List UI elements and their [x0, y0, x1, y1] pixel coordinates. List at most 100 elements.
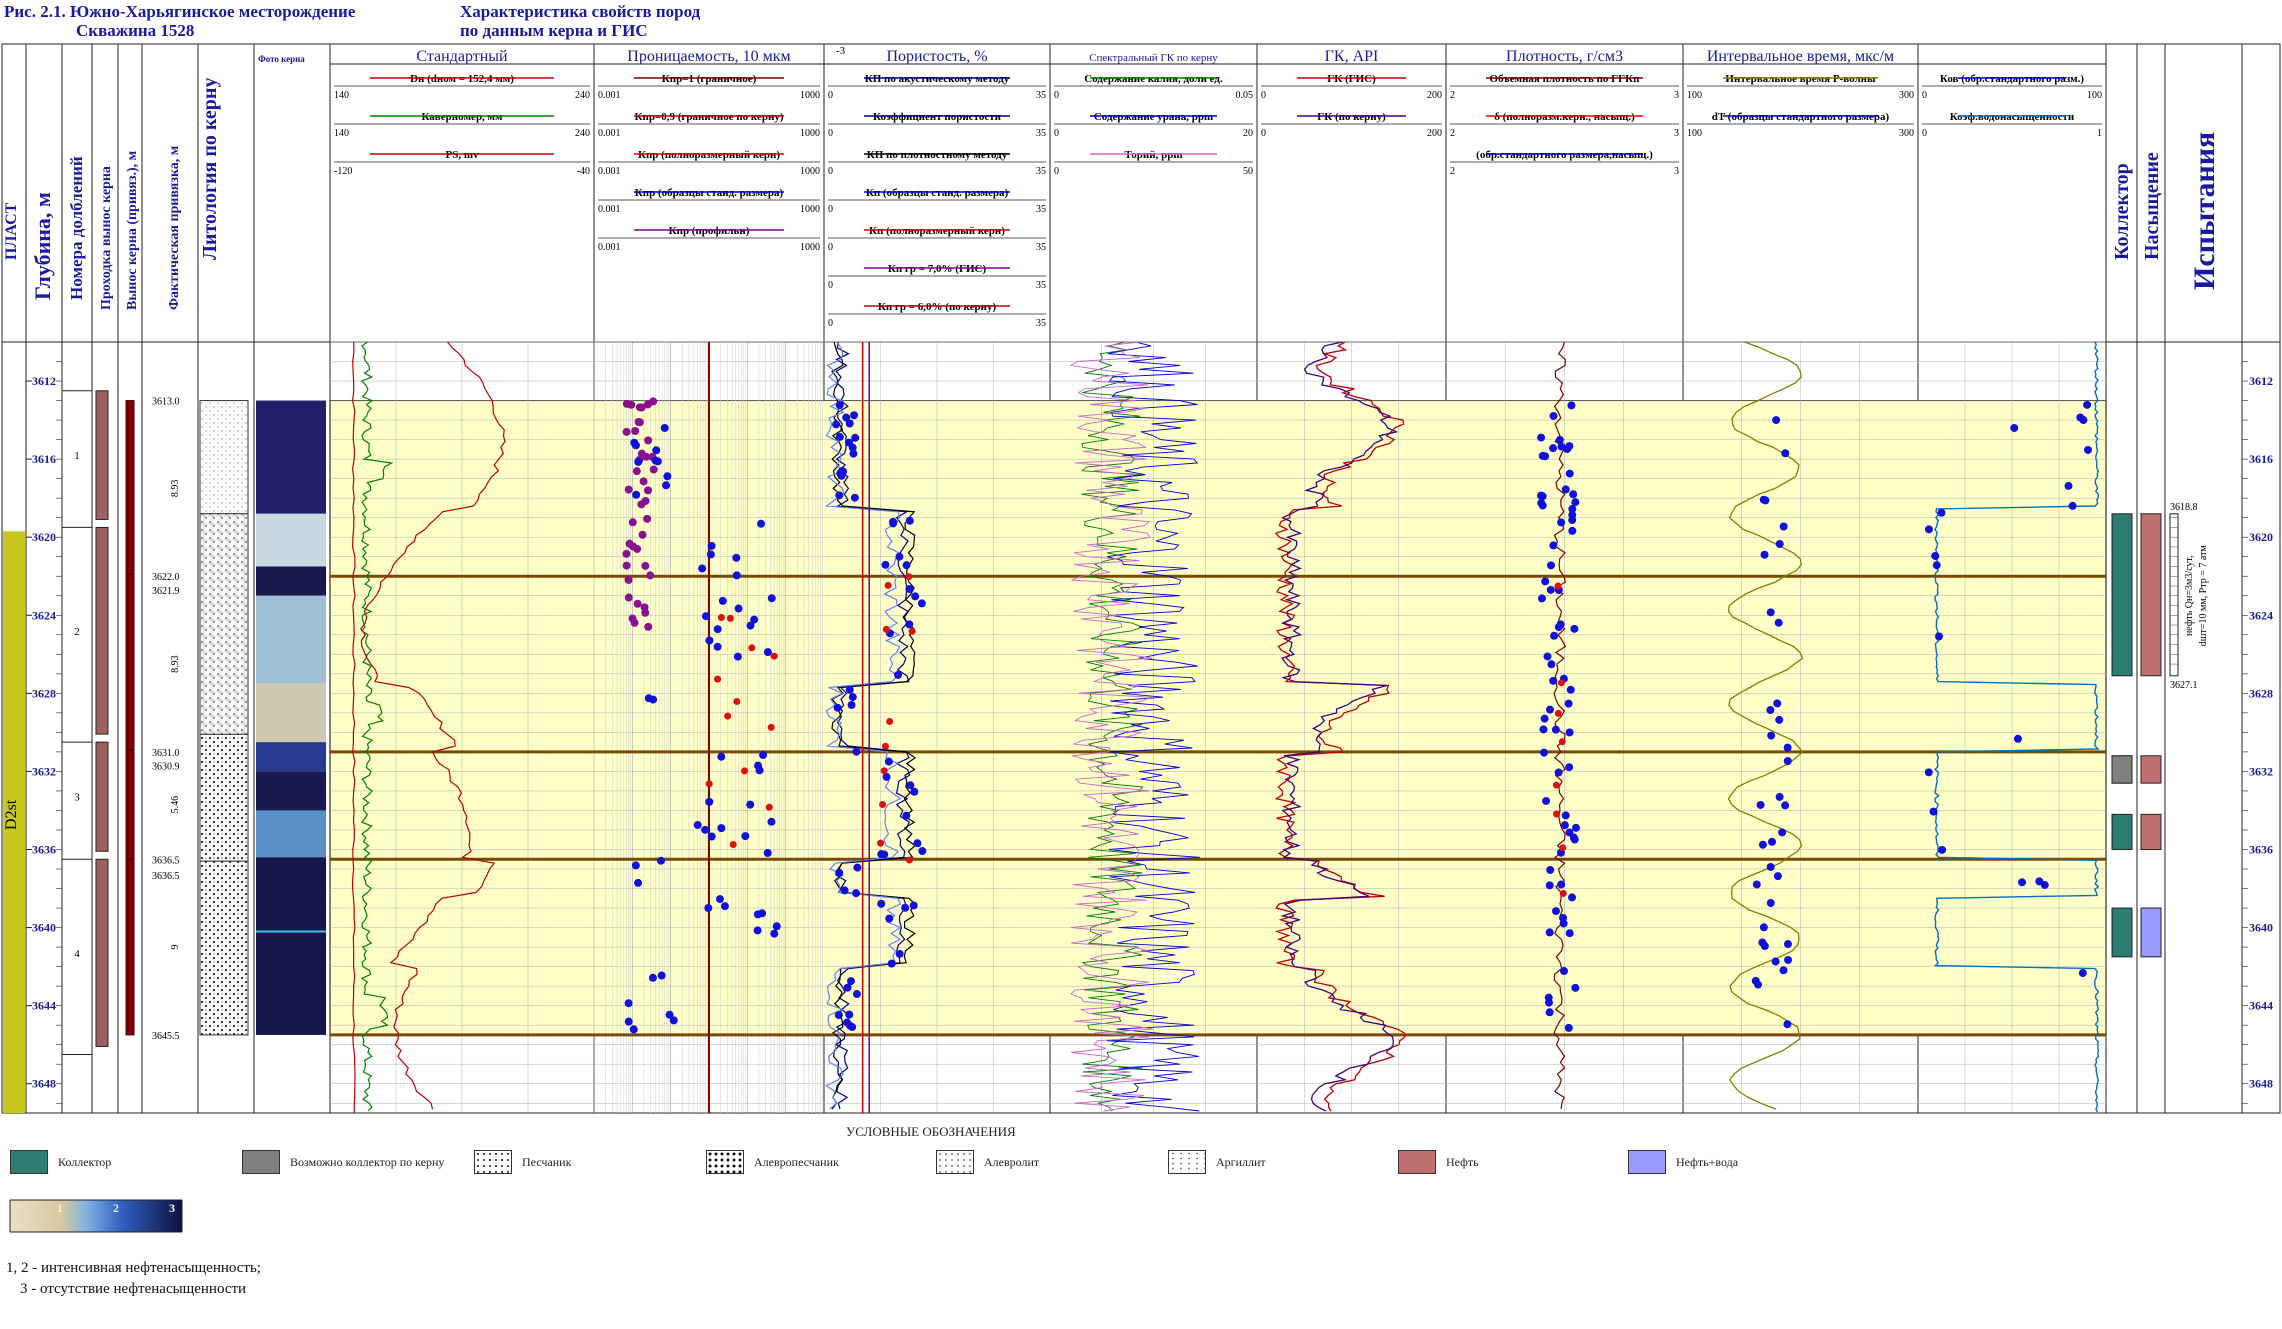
density-standard-point [1542, 796, 1551, 805]
curve-name: Кп (полноразмерный керн) [869, 225, 1005, 237]
kp-standard-point [889, 517, 898, 526]
density-standard-point [1559, 919, 1568, 928]
tie-label: 3636.5 [152, 871, 180, 882]
dt-standard-point [1783, 756, 1792, 765]
curve-scale-min: 140 [334, 128, 349, 139]
curve-scale-min: 0 [1054, 166, 1059, 177]
kpr-profile-point [649, 465, 658, 474]
kpr-fullsize-point [770, 652, 778, 660]
depth-tick-label-right: 3648 [2249, 1077, 2273, 1091]
density-standard-point [1550, 631, 1559, 640]
test-interval [2169, 513, 2179, 677]
density-standard-point [1547, 660, 1556, 669]
kpr-profile-point [622, 549, 631, 558]
curve-scale-max: 35 [1036, 204, 1046, 215]
legend-label: Возможно коллектор по керну [290, 1155, 445, 1169]
legend-swatch [242, 1150, 280, 1174]
curve-scale-min: 0 [1261, 90, 1266, 101]
curve-scale-min: 0 [1922, 128, 1927, 139]
core-photo-segment [256, 566, 326, 596]
kwo-point [1932, 561, 1941, 570]
curve-name: Кп гр = 7,0% (ГИС) [888, 263, 987, 275]
curve-scale-max: 1000 [800, 90, 820, 101]
kpr-profile-point [624, 575, 633, 584]
curve-scale-max: 0.05 [1236, 90, 1254, 101]
density-fullsize-point [1559, 889, 1567, 897]
kpr-profile-point [637, 403, 646, 412]
kpr-standard-point [705, 797, 714, 806]
run-number: 2 [74, 626, 80, 638]
legend-label: Нефть [1446, 1155, 1479, 1169]
legend-swatch [1168, 1150, 1206, 1174]
penetration-bar [95, 390, 109, 520]
kp-standard-point [848, 693, 857, 702]
density-standard-point [1555, 435, 1564, 444]
legend-swatch [936, 1150, 974, 1174]
kwo-point [1931, 551, 1940, 560]
dt-standard-point [1751, 976, 1760, 985]
kp-standard-point [835, 432, 844, 441]
kpr-profile-point [632, 467, 641, 476]
kp-standard-point [913, 839, 922, 848]
curve-thorium [1069, 341, 1154, 1112]
kp-standard-point [882, 772, 891, 781]
density-standard-point [1549, 411, 1558, 420]
tie-length: 8.93 [170, 480, 181, 498]
curve-scale-min: 0 [1054, 90, 1059, 101]
kwo-point [1929, 807, 1938, 816]
kpr-profile-point [649, 397, 658, 406]
plast-name: D2st [3, 799, 20, 830]
core-photo-segment [256, 810, 326, 858]
well-name: Скважина 1528 [76, 21, 195, 40]
kpr-standard-point [656, 856, 665, 865]
kpr-standard-point [754, 761, 763, 770]
curve-scale-min: 0.001 [598, 242, 621, 253]
tie-length: 9 [170, 945, 181, 950]
tie-label: 3621.9 [152, 586, 180, 597]
curve-scale-min: 0 [828, 280, 833, 291]
column-header-plast: ПЛАСТ [3, 202, 20, 260]
kpr-standard-point [704, 903, 713, 912]
legend-swatch [474, 1150, 512, 1174]
dt-standard-point [1775, 792, 1784, 801]
kwo-point [1935, 632, 1944, 641]
dt-standard-point [1766, 706, 1775, 715]
density-standard-point [1561, 811, 1570, 820]
kpr-standard-point [663, 472, 672, 481]
density-standard-point [1557, 880, 1566, 889]
density-standard-point [1559, 967, 1568, 976]
curve-scale-max: 3 [1674, 90, 1679, 101]
legend-swatch [10, 1150, 48, 1174]
kpr-standard-point [759, 751, 768, 760]
kpr-standard-point [717, 752, 726, 761]
density-standard-point [1549, 541, 1558, 550]
curve-scale-min: 0 [1054, 128, 1059, 139]
kpr-standard-point [624, 999, 633, 1008]
legend-label: Песчаник [522, 1155, 572, 1169]
tie-label: 3645.5 [152, 1031, 180, 1042]
curve-scale-min: 0 [1261, 128, 1266, 139]
curve-scale-max: 100 [2087, 90, 2102, 101]
run-number: 1 [74, 450, 80, 462]
kp-standard-point [905, 516, 914, 525]
kpr-standard-point [632, 490, 641, 499]
curve-name: Dн (dном = 152,4 мм) [410, 73, 514, 85]
kpr-standard-point [750, 615, 759, 624]
kwo-point [2013, 734, 2022, 743]
curve-scale-min: 100 [1687, 128, 1702, 139]
kwo-point [2035, 877, 2044, 886]
dt-standard-point [1766, 608, 1775, 617]
core-recovery-bar [125, 749, 135, 860]
kp-standard-point [842, 413, 851, 422]
depth-tick-label: 3624 [32, 608, 56, 622]
density-standard-point [1537, 499, 1546, 508]
kwo-point [2083, 445, 2092, 454]
track-title: Спектральный ГК по керну [1089, 52, 1218, 64]
test-bottom-label: 3627.1 [2170, 680, 2198, 691]
density-fullsize-point [1552, 781, 1560, 789]
kpr-profile-point [624, 593, 633, 602]
note-1: 1, 2 - интенсивная нефтенасыщенность; [6, 1260, 261, 1276]
kpr-standard-point [707, 832, 716, 841]
core-recovery-bar [125, 573, 135, 753]
curve-interval-time [1727, 341, 1804, 1110]
